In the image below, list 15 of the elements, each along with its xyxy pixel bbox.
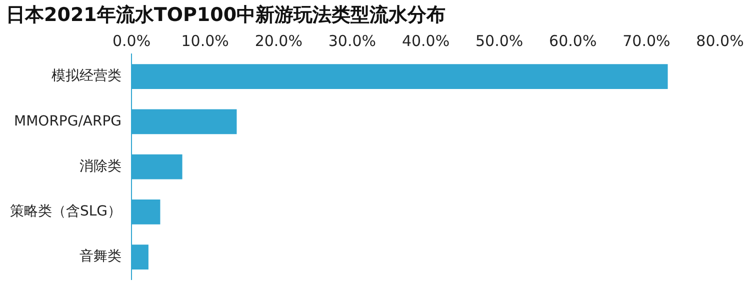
x-tick-label: 0.0% [112,32,151,50]
x-tick-label: 80.0% [696,32,744,50]
y-tick-label: 消除类 [80,158,122,174]
x-tick-label: 20.0% [254,32,302,50]
chart-title: 日本2021年流水TOP100中新游玩法类型流水分布 [6,3,446,28]
y-tick-label: MMORPG/ARPG [14,113,122,130]
x-tick-label: 70.0% [622,32,670,50]
x-tick-label: 60.0% [549,32,597,50]
y-tick-label: 音舞类 [80,248,122,265]
x-tick-label: 30.0% [328,32,376,50]
x-tick-label: 10.0% [181,32,229,50]
y-tick-label: 模拟经营类 [52,68,122,84]
x-tick-label: 50.0% [476,32,524,50]
x-tick-label: 40.0% [402,32,450,50]
y-tick-label: 策略类（含SLG） [10,204,122,220]
